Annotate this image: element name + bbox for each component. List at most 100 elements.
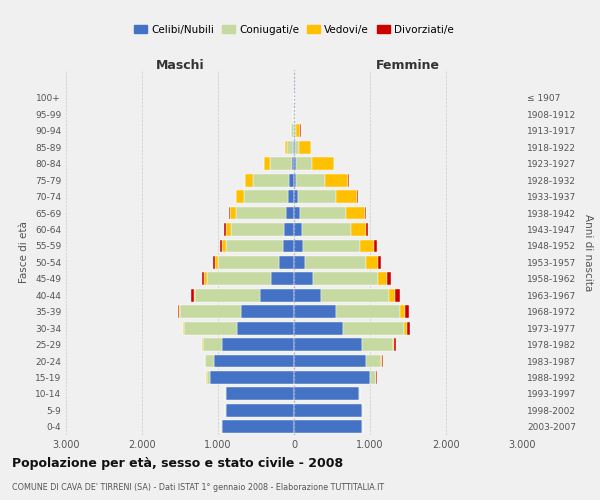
- Bar: [305, 256, 366, 269]
- Bar: [387, 272, 391, 285]
- Bar: [294, 388, 359, 400]
- Bar: [245, 174, 253, 186]
- Y-axis label: Fasce di età: Fasce di età: [19, 222, 29, 284]
- Bar: [389, 289, 395, 302]
- Bar: [294, 420, 362, 433]
- Bar: [365, 206, 366, 220]
- Bar: [294, 306, 336, 318]
- Bar: [395, 289, 400, 302]
- Text: Popolazione per età, sesso e stato civile - 2008: Popolazione per età, sesso e stato civil…: [12, 458, 343, 470]
- Bar: [178, 306, 179, 318]
- Bar: [284, 223, 294, 236]
- Bar: [294, 174, 296, 186]
- Bar: [377, 256, 382, 269]
- Legend: Celibi/Nubili, Coniugati/e, Vedovi/e, Divorziati/e: Celibi/Nubili, Coniugati/e, Vedovi/e, Di…: [130, 20, 458, 39]
- Bar: [260, 289, 294, 302]
- Bar: [351, 223, 366, 236]
- Bar: [292, 124, 293, 137]
- Bar: [405, 306, 409, 318]
- Bar: [294, 141, 295, 154]
- Bar: [236, 206, 286, 220]
- Bar: [194, 289, 195, 302]
- Bar: [382, 354, 383, 368]
- Bar: [179, 306, 180, 318]
- Bar: [184, 322, 237, 334]
- Bar: [195, 289, 260, 302]
- Bar: [205, 272, 206, 285]
- Bar: [336, 190, 357, 203]
- Text: Maschi: Maschi: [155, 60, 205, 72]
- Bar: [241, 306, 294, 318]
- Bar: [265, 158, 271, 170]
- Bar: [294, 289, 320, 302]
- Bar: [244, 190, 288, 203]
- Bar: [293, 141, 294, 154]
- Bar: [294, 338, 362, 351]
- Bar: [206, 371, 211, 384]
- Bar: [191, 289, 194, 302]
- Bar: [360, 240, 374, 252]
- Bar: [336, 306, 400, 318]
- Bar: [229, 206, 230, 220]
- Bar: [362, 338, 393, 351]
- Bar: [271, 158, 292, 170]
- Bar: [205, 354, 214, 368]
- Bar: [294, 206, 300, 220]
- Bar: [283, 240, 294, 252]
- Bar: [286, 206, 294, 220]
- Bar: [230, 206, 236, 220]
- Text: Femmine: Femmine: [376, 60, 440, 72]
- Bar: [226, 240, 283, 252]
- Bar: [407, 322, 410, 334]
- Bar: [287, 141, 293, 154]
- Bar: [292, 158, 294, 170]
- Bar: [231, 223, 284, 236]
- Bar: [370, 371, 376, 384]
- Bar: [290, 124, 292, 137]
- Bar: [346, 206, 365, 220]
- Bar: [366, 223, 368, 236]
- Bar: [394, 338, 396, 351]
- Bar: [226, 388, 294, 400]
- Bar: [295, 124, 296, 137]
- Bar: [222, 240, 226, 252]
- Bar: [289, 174, 294, 186]
- Bar: [302, 223, 351, 236]
- Bar: [222, 420, 294, 433]
- Bar: [253, 174, 289, 186]
- Bar: [296, 124, 301, 137]
- Bar: [296, 158, 312, 170]
- Bar: [366, 256, 377, 269]
- Bar: [296, 174, 325, 186]
- Bar: [300, 206, 346, 220]
- Bar: [226, 223, 231, 236]
- Bar: [294, 354, 366, 368]
- Bar: [357, 190, 358, 203]
- Bar: [294, 240, 303, 252]
- Bar: [377, 272, 387, 285]
- Bar: [285, 141, 287, 154]
- Bar: [404, 322, 407, 334]
- Bar: [202, 272, 205, 285]
- Bar: [294, 272, 313, 285]
- Bar: [325, 174, 348, 186]
- Bar: [236, 190, 244, 203]
- Bar: [214, 354, 294, 368]
- Bar: [303, 240, 360, 252]
- Bar: [343, 322, 404, 334]
- Bar: [359, 388, 360, 400]
- Bar: [294, 322, 343, 334]
- Bar: [215, 256, 218, 269]
- Bar: [294, 158, 296, 170]
- Bar: [212, 256, 215, 269]
- Y-axis label: Anni di nascita: Anni di nascita: [583, 214, 593, 291]
- Bar: [226, 404, 294, 417]
- Bar: [237, 322, 294, 334]
- Bar: [320, 289, 389, 302]
- Bar: [220, 240, 222, 252]
- Bar: [312, 158, 334, 170]
- Bar: [295, 141, 299, 154]
- Bar: [180, 306, 241, 318]
- Bar: [294, 371, 370, 384]
- Bar: [182, 322, 184, 334]
